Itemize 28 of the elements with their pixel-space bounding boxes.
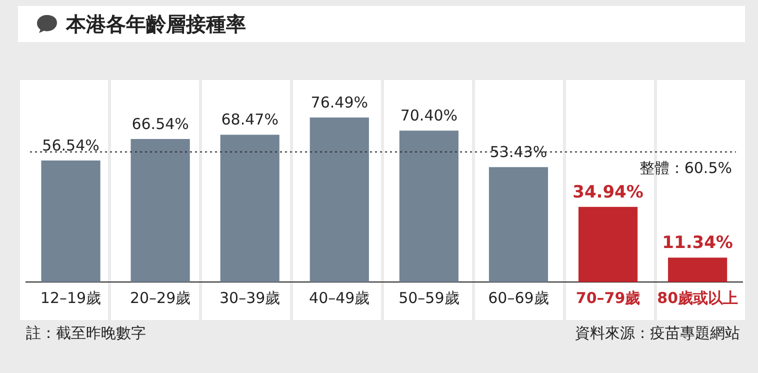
data-label: 76.49% bbox=[310, 93, 368, 112]
data-label: 68.47% bbox=[221, 110, 278, 129]
bar bbox=[578, 206, 638, 282]
bar bbox=[130, 138, 190, 282]
bar bbox=[488, 167, 548, 282]
data-label: 56.54% bbox=[42, 136, 100, 154]
bar bbox=[668, 258, 728, 282]
x-tick-label: 30–39歲 bbox=[220, 288, 280, 307]
bar bbox=[310, 118, 369, 282]
data-label: 66.54% bbox=[132, 114, 189, 133]
ref-line-label: 整體：60.5% bbox=[639, 158, 732, 177]
x-tick-label: 20–29歲 bbox=[130, 288, 191, 307]
x-tick-label: 50–59歲 bbox=[398, 288, 460, 307]
data-label: 70.40% bbox=[400, 106, 458, 125]
bar bbox=[220, 134, 280, 282]
x-tick-label: 70–79歲 bbox=[576, 288, 640, 307]
bar bbox=[399, 130, 458, 282]
data-label: 11.34% bbox=[662, 233, 733, 254]
x-tick-label: 60–69歲 bbox=[488, 288, 549, 307]
bar bbox=[41, 160, 100, 282]
x-tick-label: 80歲或以上 bbox=[657, 288, 738, 307]
data-label: 34.94% bbox=[572, 182, 644, 202]
text: 註：截至昨晚數字 bbox=[26, 324, 146, 343]
x-tick-label: 12–19歲 bbox=[40, 288, 102, 307]
data-label: 53.43% bbox=[490, 143, 548, 162]
x-tick-label: 40–49歲 bbox=[309, 288, 370, 307]
chart-title: 本港各年齡層接種率 bbox=[66, 10, 246, 38]
source-note: 資料來源：疫苗專題網站 bbox=[575, 324, 740, 343]
